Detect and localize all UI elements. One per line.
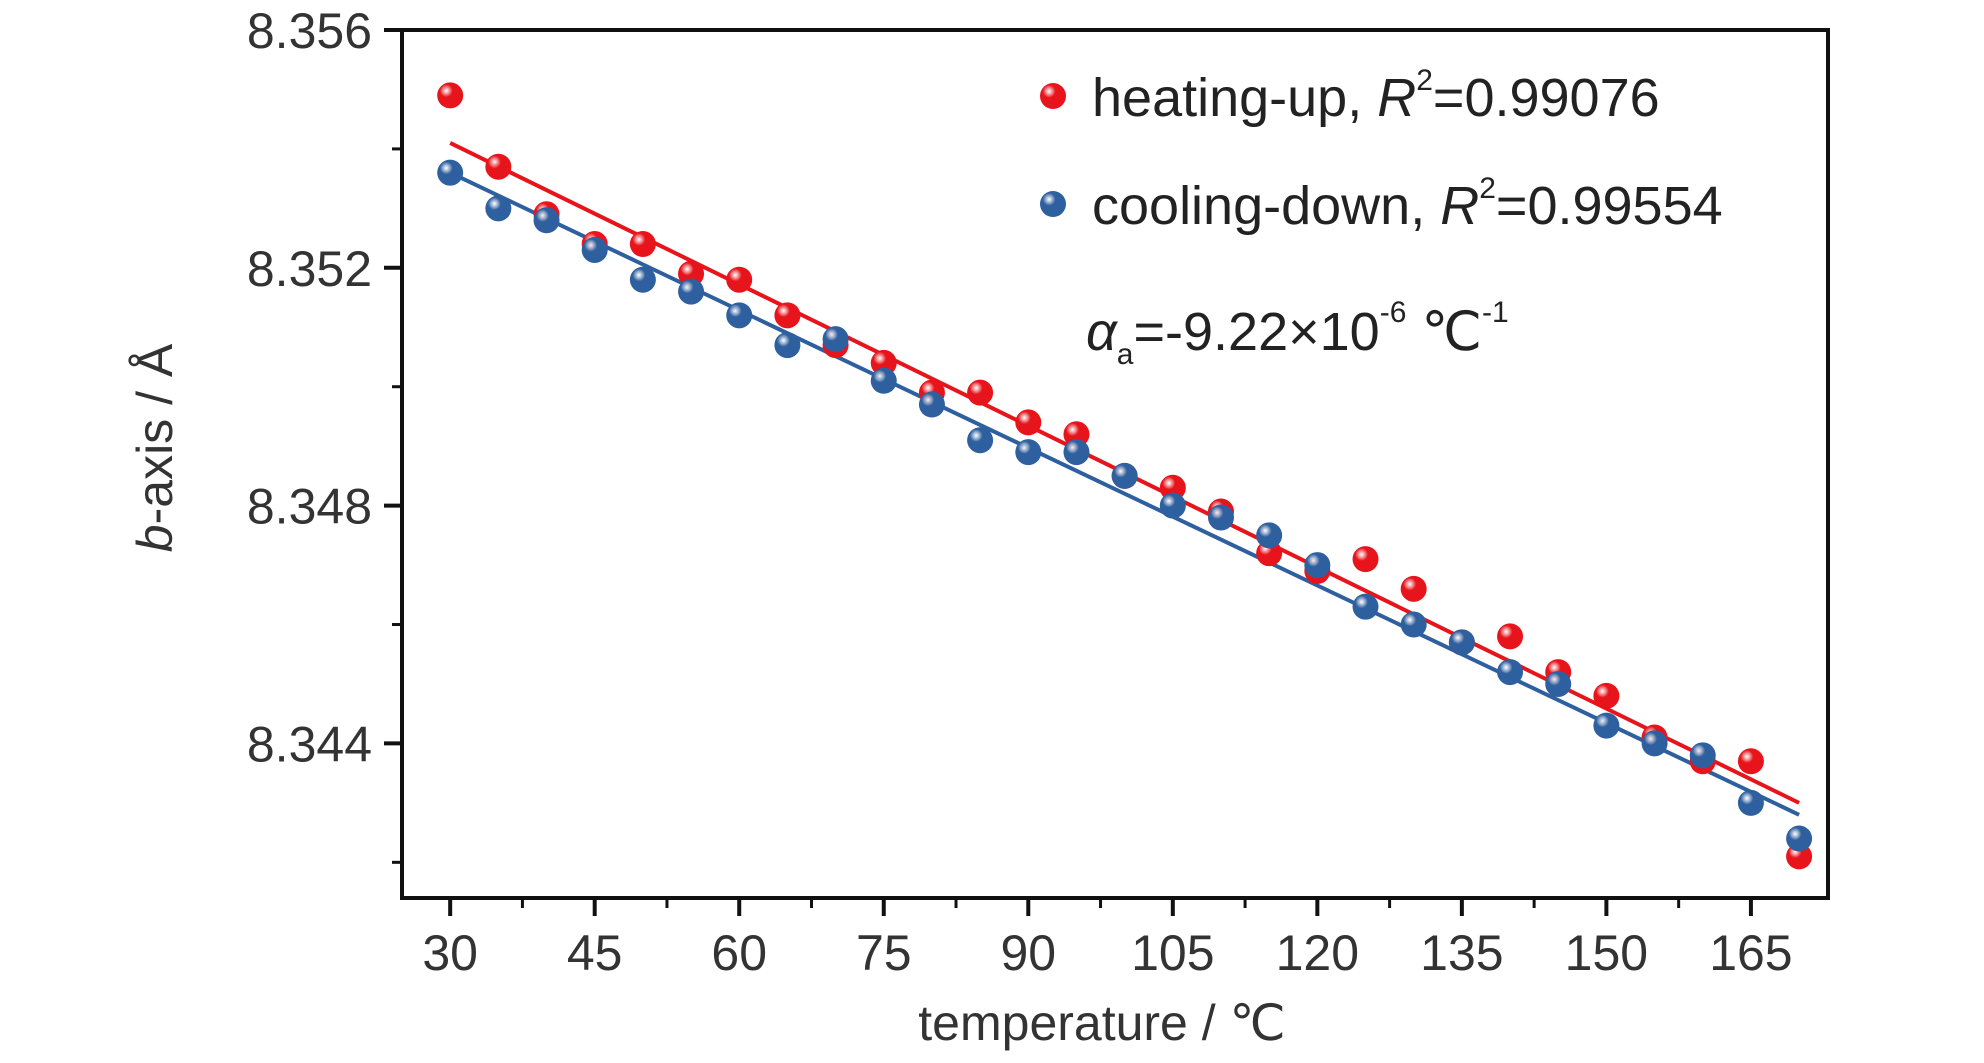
x-tick-label: 75	[856, 925, 912, 981]
annotation-alpha: αa=-9.22×10-6 ℃-1	[1086, 296, 1509, 371]
heating-up-point	[870, 349, 897, 376]
heating-up-point	[1352, 546, 1379, 573]
x-axis-title: temperature / ℃	[918, 995, 1285, 1051]
y-tick-label: 8.352	[247, 241, 372, 297]
x-tick-label: 60	[711, 925, 767, 981]
cooling-down-point	[1207, 504, 1234, 531]
cooling-down-point	[1545, 670, 1572, 697]
cooling-down-point	[967, 427, 994, 454]
cooling-down-point	[1304, 552, 1331, 579]
heating-up-point	[726, 266, 753, 293]
heating-up-point	[774, 302, 801, 329]
cooling-down-point	[870, 367, 897, 394]
cooling-down-point	[822, 326, 849, 353]
cooling-down-point	[1063, 439, 1090, 466]
heating-up-point	[1497, 623, 1524, 650]
cooling-down-point	[581, 236, 608, 263]
cooling-down-point	[1352, 593, 1379, 620]
data-points	[437, 82, 1813, 870]
plot-frame	[400, 28, 1830, 900]
heating-up-point	[1737, 748, 1764, 775]
legend-r-value: =0.99554	[1496, 176, 1723, 236]
legend-r-sup: 2	[1416, 64, 1433, 97]
legend-r-sup: 2	[1479, 172, 1496, 205]
cooling-down-point	[1015, 439, 1042, 466]
heating-up-point	[1400, 575, 1427, 602]
cooling-down-point	[1737, 789, 1764, 816]
legend-r: R	[1377, 68, 1416, 128]
x-tick-label: 150	[1565, 925, 1648, 981]
cooling-down-point	[726, 302, 753, 329]
alpha-symbol: α	[1086, 302, 1119, 362]
cooling-down-legend-marker	[1040, 191, 1066, 217]
heating-up-point	[1063, 421, 1090, 448]
y-tick-label: 8.344	[247, 716, 372, 772]
x-tick-label: 105	[1131, 925, 1214, 981]
y-axis-title-italic: b	[127, 524, 183, 552]
cooling-down-point	[629, 266, 656, 293]
cooling-down-point	[1256, 522, 1283, 549]
alpha-exponent: -6	[1380, 296, 1407, 329]
alpha-unit-exponent: -1	[1482, 296, 1509, 329]
y-tick-label: 8.356	[247, 3, 372, 59]
cooling-down-point	[1111, 462, 1138, 489]
legend-r: R	[1440, 176, 1479, 236]
alpha-subscript: a	[1117, 338, 1134, 371]
y-tick-label: 8.348	[247, 479, 372, 535]
annotation-background	[1070, 278, 1810, 378]
y-axis: 8.356 8.352 8.348 8.344	[247, 3, 402, 864]
y-axis-title: b-axis / Å	[127, 343, 183, 552]
x-tick-label: 135	[1420, 925, 1503, 981]
cooling-down-point	[533, 207, 560, 234]
heating-up-point	[967, 379, 994, 406]
cooling-down-point	[1593, 712, 1620, 739]
cooling-down-point	[774, 332, 801, 359]
legend-series-name: heating-up,	[1092, 68, 1377, 128]
heating-up-point	[1786, 843, 1813, 870]
heating-up-legend-marker	[1040, 83, 1066, 109]
cooling-down-point	[1641, 730, 1668, 757]
cooling-down-point	[1400, 611, 1427, 638]
legend-r-value: =0.99076	[1433, 68, 1660, 128]
x-tick-label: 120	[1276, 925, 1359, 981]
y-axis-title-rest: -axis / Å	[127, 343, 183, 524]
alpha-value: =-9.22×10	[1133, 302, 1379, 362]
plot-area	[400, 28, 1830, 900]
heating-up-point	[1015, 409, 1042, 436]
x-tick-label: 165	[1709, 925, 1792, 981]
x-axis: 30 45 60 75 90 105 120 135 150 165	[422, 898, 1793, 981]
cooling-down-point	[485, 195, 512, 222]
cooling-down-point	[678, 278, 705, 305]
heating-up-point	[1256, 540, 1283, 567]
cooling-down-point	[1159, 492, 1186, 519]
x-tick-label: 45	[567, 925, 623, 981]
cooling-down-fit-line	[449, 170, 1800, 817]
legend-series-name: cooling-down,	[1092, 176, 1440, 236]
heating-up-point	[485, 153, 512, 180]
cooling-down-point	[1497, 659, 1524, 686]
heating-up-point	[437, 82, 464, 109]
cooling-down-legend-label: cooling-down, R2=0.99554	[1092, 172, 1723, 236]
heating-up-point	[1159, 474, 1186, 501]
cooling-down-point	[918, 391, 945, 418]
cooling-down-point	[437, 159, 464, 186]
alpha-unit: ℃	[1406, 302, 1482, 362]
heating-up-point	[678, 260, 705, 287]
heating-up-legend-label: heating-up, R2=0.99076	[1092, 64, 1660, 128]
x-tick-label: 90	[1000, 925, 1056, 981]
x-tick-label: 30	[422, 925, 478, 981]
heating-up-point	[629, 231, 656, 258]
cooling-down-point	[1448, 629, 1475, 656]
heating-up-point	[1593, 682, 1620, 709]
cooling-down-point	[1689, 742, 1716, 769]
cooling-down-point	[1786, 825, 1813, 852]
